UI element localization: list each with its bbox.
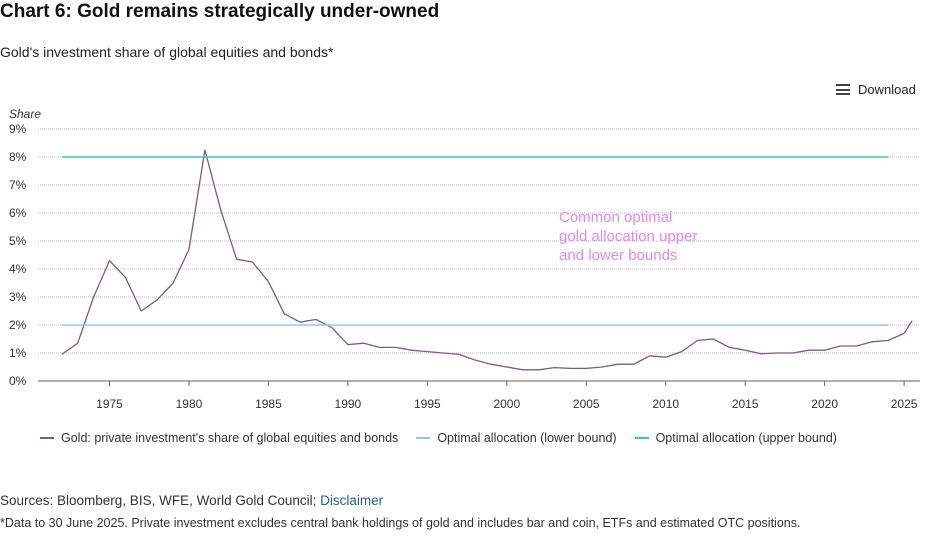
y-tick-label: 2% xyxy=(9,318,27,332)
sources-text: Sources: Bloomberg, BIS, WFE, World Gold… xyxy=(0,493,321,508)
legend-item-lower-bound[interactable]: Optimal allocation (lower bound) xyxy=(416,431,617,445)
x-tick-label: 1995 xyxy=(414,397,441,411)
x-tick-label: 1975 xyxy=(96,397,123,411)
annotation-line: and lower bounds xyxy=(559,247,677,264)
download-label: Download xyxy=(858,82,916,97)
footnote: *Data to 30 June 2025. Private investmen… xyxy=(0,516,801,530)
y-tick-label: 3% xyxy=(9,290,27,304)
x-tick-label: 1985 xyxy=(255,397,282,411)
annotation-line: gold allocation upper xyxy=(559,228,697,245)
gold-share-chart: Share 0%1%2%3%4%5%6%7%8%9% 1975 1980 1985 1… xyxy=(9,107,920,411)
legend-swatch-gold xyxy=(40,437,54,439)
legend: Gold: private investment's share of glob… xyxy=(40,431,837,445)
x-tick-label: 2010 xyxy=(652,397,679,411)
legend-item-gold[interactable]: Gold: private investment's share of glob… xyxy=(40,431,398,445)
y-tick-label: 6% xyxy=(9,206,27,220)
disclaimer-link[interactable]: Disclaimer xyxy=(320,493,384,508)
x-axis-ticks: 1975 1980 1985 1990 1995 2000 2005 2010 2015 2020… xyxy=(96,381,918,411)
gridlines xyxy=(38,128,920,382)
y-tick-label: 7% xyxy=(9,178,27,192)
x-tick-label: 2015 xyxy=(732,397,759,411)
x-tick-label: 2025 xyxy=(891,397,918,411)
legend-label-gold: Gold: private investment's share of glob… xyxy=(61,431,399,445)
legend-swatch-lower-bound xyxy=(416,437,431,439)
x-tick-label: 2020 xyxy=(811,397,838,411)
x-tick-label: 2000 xyxy=(493,397,520,411)
legend-label-lower-bound: Optimal allocation (lower bound) xyxy=(437,431,617,445)
y-tick-label: 1% xyxy=(9,346,27,360)
y-axis-label: Share xyxy=(9,107,41,121)
x-tick-label: 1990 xyxy=(335,397,362,411)
annotation-text: Common optimal gold allocation upper and l… xyxy=(559,209,697,264)
y-tick-label: 0% xyxy=(9,374,27,388)
legend-item-upper-bound[interactable]: Optimal allocation (upper bound) xyxy=(634,431,837,445)
chart-title: Chart 6: Gold remains strategically unde… xyxy=(0,1,440,22)
y-axis-ticks: 0% 1% 2% 3% 4% 5% 6% 7% 8% 9% xyxy=(9,122,27,388)
y-tick-label: 9% xyxy=(9,122,27,136)
legend-label-upper-bound: Optimal allocation (upper bound) xyxy=(655,431,837,445)
legend-swatch-upper-bound xyxy=(634,437,649,439)
y-tick-label: 4% xyxy=(9,262,27,276)
annotation-line: Common optimal xyxy=(559,209,672,226)
sources: Sources: Bloomberg, BIS, WFE, World Gold… xyxy=(0,493,383,508)
series-gold-line xyxy=(61,149,913,371)
y-tick-label: 5% xyxy=(9,234,27,248)
y-tick-label: 8% xyxy=(9,150,27,164)
x-tick-label: 1980 xyxy=(176,397,203,411)
menu-icon xyxy=(836,84,850,95)
chart-subtitle: Gold's investment share of global equiti… xyxy=(0,44,334,60)
download-button[interactable]: Download xyxy=(836,82,916,97)
x-tick-label: 2005 xyxy=(573,397,600,411)
series-lines xyxy=(61,149,913,371)
